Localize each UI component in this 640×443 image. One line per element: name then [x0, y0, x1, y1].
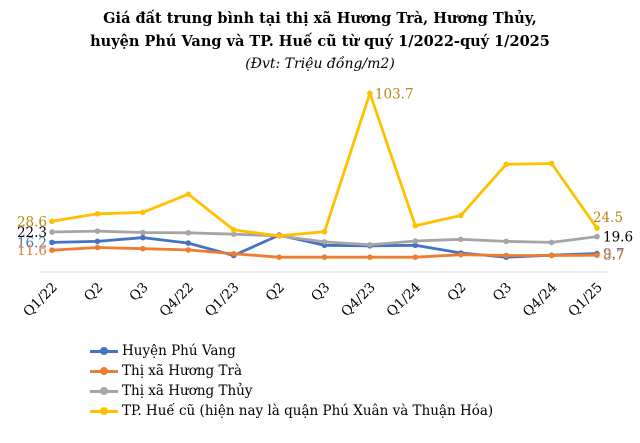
legend-item-huong-thuy: Thị xã Hương Thủy — [90, 381, 493, 401]
x-tick-label: Q1/24 — [384, 280, 425, 321]
data-label: 16.2 — [17, 235, 47, 251]
data-point-huyen-phu-vang — [185, 240, 192, 246]
legend-label-phu-vang: Huyện Phú Vang — [122, 343, 236, 359]
data-point-thi-xa-huong-tra — [230, 251, 237, 257]
x-tick-label: Q4/22 — [156, 280, 197, 321]
x-tick-label: Q4/24 — [520, 280, 561, 321]
data-label: 24.5 — [593, 210, 623, 226]
data-point-thi-xa-huong-tra — [458, 251, 464, 258]
data-point-tp-hue-cu-hien-nay-l — [94, 211, 101, 217]
legend-label-huong-tra: Thị xã Hương Trà — [122, 363, 242, 379]
legend-label-hue-cu: TP. Huế cũ (hiện nay là quận Phú Xuân và… — [122, 403, 494, 419]
chart-title-line2: huyện Phú Vang và TP. Huế cũ từ quý 1/20… — [90, 33, 550, 50]
data-point-thi-xa-huong-thuy — [140, 229, 146, 236]
data-point-thi-xa-huong-thuy — [412, 238, 419, 244]
data-point-huyen-phu-vang — [412, 242, 419, 249]
data-point-tp-hue-cu-hien-nay-l — [548, 160, 555, 167]
data-label: 8.7 — [603, 248, 624, 264]
data-point-thi-xa-huong-tra — [185, 247, 192, 253]
data-point-huyen-phu-vang — [140, 234, 146, 241]
data-point-tp-hue-cu-hien-nay-l — [458, 212, 464, 219]
data-point-thi-xa-huong-tra — [276, 254, 282, 260]
data-point-thi-xa-huong-tra — [548, 252, 555, 259]
data-point-huyen-phu-vang — [49, 239, 55, 246]
data-point-tp-hue-cu-hien-nay-l — [412, 222, 419, 229]
data-point-thi-xa-huong-tra — [49, 247, 55, 253]
data-point-thi-xa-huong-tra — [94, 244, 101, 251]
x-tick-label: Q1/25 — [565, 280, 606, 321]
data-point-tp-hue-cu-hien-nay-l — [321, 228, 328, 235]
data-point-tp-hue-cu-hien-nay-l — [503, 161, 510, 168]
x-tick-label: Q3 — [490, 280, 515, 305]
legend-swatch-phu-vang — [90, 346, 118, 355]
chart-unit-subtitle: (Đvt: Triệu đồng/m2) — [245, 56, 395, 72]
data-label: 28.6 — [17, 214, 47, 230]
data-label: 11.6 — [17, 243, 47, 259]
data-point-tp-hue-cu-hien-nay-l — [49, 218, 55, 225]
data-point-thi-xa-huong-tra — [594, 252, 600, 258]
legend-swatch-hue-cu — [90, 406, 118, 415]
data-point-thi-xa-huong-thuy — [503, 238, 510, 245]
data-point-tp-hue-cu-hien-nay-l — [367, 90, 373, 97]
legend-swatch-huong-thuy — [90, 386, 118, 395]
data-label: 9.7 — [603, 247, 624, 263]
x-tick-label: Q2 — [444, 280, 469, 305]
legend-swatch-huong-tra — [90, 366, 118, 375]
x-tick-label: Q4/23 — [338, 280, 379, 321]
x-tick-label: Q1/23 — [202, 280, 243, 321]
data-point-thi-xa-huong-tra — [140, 245, 146, 252]
data-point-thi-xa-huong-thuy — [548, 239, 555, 246]
data-point-huyen-phu-vang — [94, 238, 101, 245]
data-point-thi-xa-huong-tra — [503, 252, 510, 259]
chart-legend: Huyện Phú Vang Thị xã Hương Trà Thị xã H… — [90, 341, 493, 421]
data-label: 19.6 — [603, 230, 633, 246]
data-point-thi-xa-huong-tra — [321, 254, 328, 260]
data-label: 103.7 — [375, 86, 414, 102]
data-point-thi-xa-huong-tra — [367, 254, 373, 260]
data-point-tp-hue-cu-hien-nay-l — [140, 209, 146, 216]
x-tick-label: Q3 — [126, 280, 151, 305]
legend-label-huong-thuy: Thị xã Hương Thủy — [122, 383, 253, 399]
data-point-tp-hue-cu-hien-nay-l — [185, 191, 192, 197]
data-point-thi-xa-huong-thuy — [321, 239, 328, 245]
line-chart: Q1/22 Q2 Q3 Q4/22 Q1/23 Q2 Q3 Q4/23 Q1/24 Q2 Q3 Q4/… — [17, 86, 633, 321]
chart-title-line1: Giá đất trung bình tại thị xã Hương Trà,… — [103, 10, 537, 27]
data-point-thi-xa-huong-tra — [412, 254, 419, 260]
legend-item-huong-tra: Thị xã Hương Trà — [90, 361, 493, 381]
data-point-thi-xa-huong-thuy — [230, 231, 237, 237]
legend-item-hue-cu: TP. Huế cũ (hiện nay là quận Phú Xuân và… — [90, 401, 493, 421]
data-point-thi-xa-huong-thuy — [594, 233, 600, 240]
data-point-tp-hue-cu-hien-nay-l — [594, 225, 600, 231]
x-tick-label: Q2 — [81, 280, 106, 305]
legend-item-phu-vang: Huyện Phú Vang — [90, 341, 493, 361]
data-label: 22.3 — [17, 225, 47, 241]
x-tick-label: Q3 — [308, 280, 333, 305]
data-point-thi-xa-huong-thuy — [49, 229, 55, 235]
data-point-tp-hue-cu-hien-nay-l — [230, 227, 237, 233]
data-point-tp-hue-cu-hien-nay-l — [276, 233, 282, 239]
data-point-thi-xa-huong-thuy — [94, 228, 101, 234]
data-point-thi-xa-huong-thuy — [458, 236, 464, 243]
data-point-thi-xa-huong-thuy — [185, 230, 192, 236]
data-point-thi-xa-huong-thuy — [367, 242, 373, 248]
x-tick-label: Q1/22 — [20, 280, 61, 321]
series-line-tp-hue-cu-hien-nay-l — [50, 91, 599, 238]
x-tick-label: Q2 — [263, 280, 288, 305]
